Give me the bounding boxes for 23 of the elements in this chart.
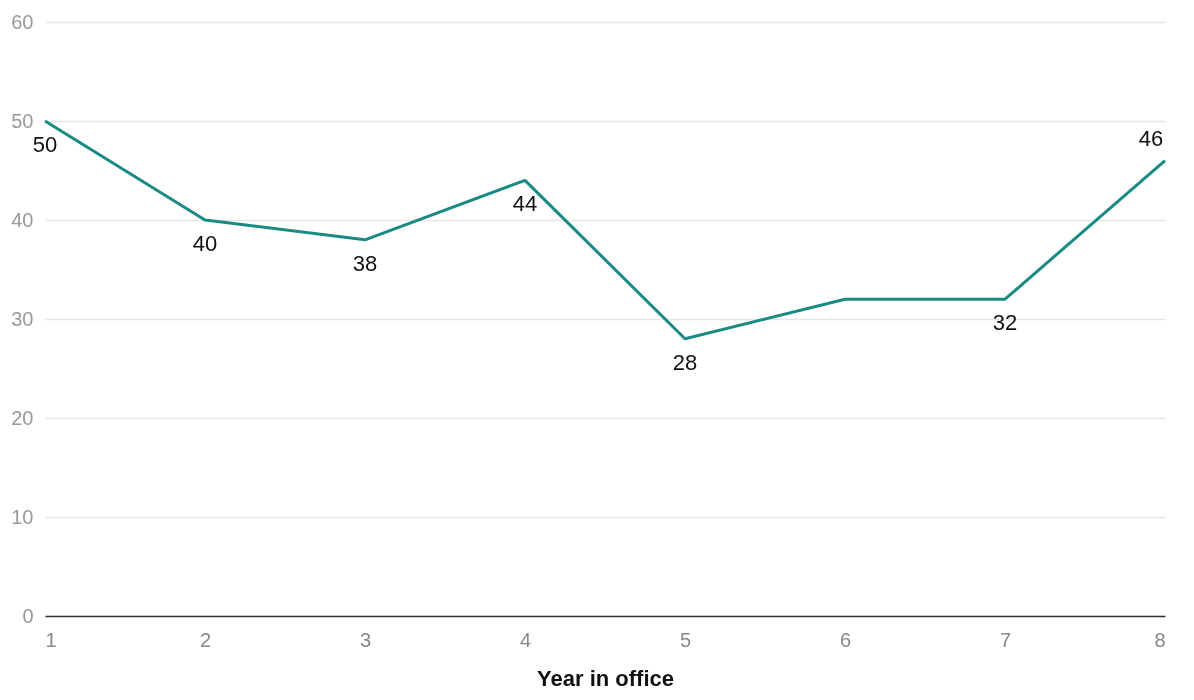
data-label: 38: [352, 250, 378, 276]
data-label: 50: [32, 132, 58, 157]
data-label: 46: [1138, 125, 1164, 151]
x-tick-label: 8: [1154, 628, 1166, 651]
x-tick-label: 2: [199, 628, 212, 651]
y-tick-label: 60: [11, 10, 34, 33]
y-tick-label: 40: [11, 208, 34, 231]
y-tick-label: 20: [11, 406, 34, 429]
y-tick-label: 30: [11, 307, 34, 330]
y-tick-label: 0: [22, 604, 34, 627]
data-label: 40: [192, 231, 218, 256]
data-label: 28: [672, 349, 698, 375]
data-label: 44: [512, 191, 538, 217]
x-axis-title: Year in office: [537, 665, 674, 691]
y-tick-label: 10: [11, 505, 34, 528]
x-tick-label: 4: [519, 628, 532, 651]
data-label: 32: [992, 310, 1018, 336]
x-tick-label: 7: [999, 628, 1012, 651]
y-tick-label: 50: [11, 109, 34, 132]
x-tick-label: 3: [359, 628, 372, 651]
x-tick-label: 5: [679, 628, 692, 651]
x-tick-label: 1: [45, 628, 57, 651]
x-tick-label: 6: [839, 628, 852, 651]
